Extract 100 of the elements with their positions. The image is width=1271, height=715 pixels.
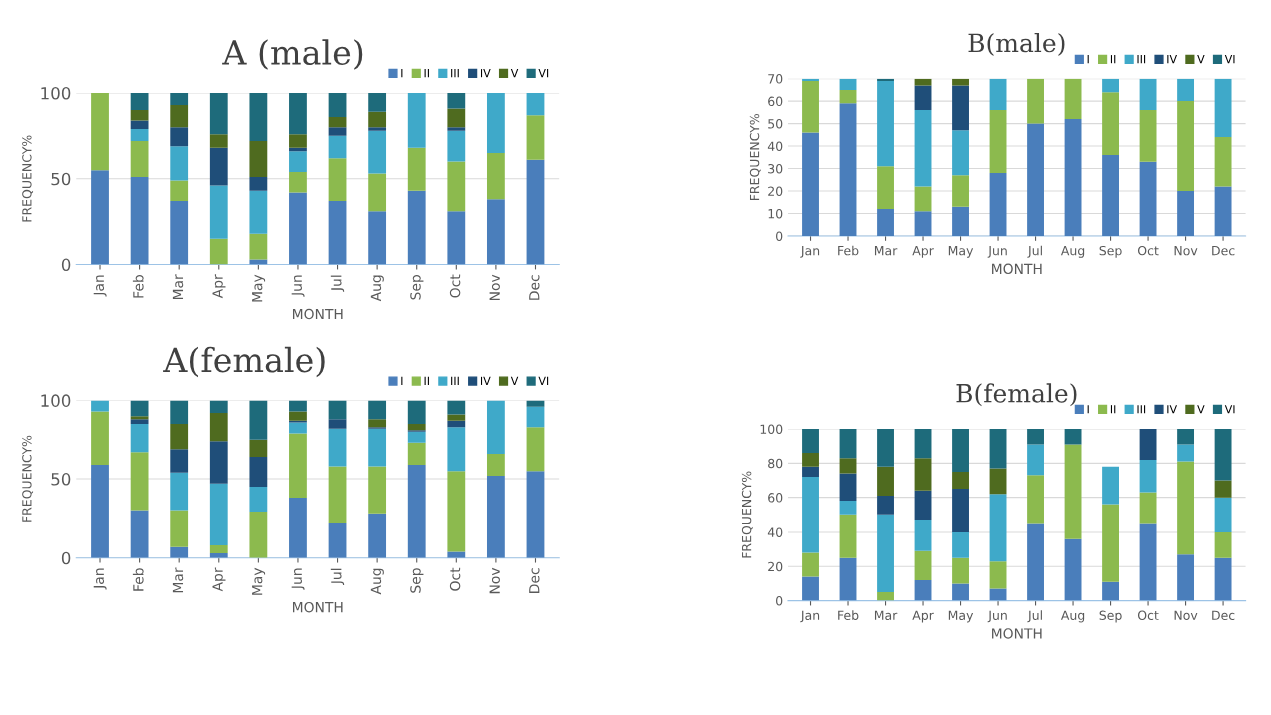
bar	[249, 457, 268, 487]
x-tick-label: Jun	[987, 246, 1007, 258]
bar	[289, 433, 307, 498]
y-tick-label: 70	[768, 74, 783, 84]
legend-label: III	[451, 376, 459, 385]
x-tick-label: Jul	[330, 275, 345, 292]
bar	[1139, 161, 1157, 236]
x-tick-label: Aug	[370, 275, 384, 302]
y-tick-label: 0	[776, 596, 783, 606]
legend-label: II	[1110, 405, 1116, 414]
x-tick-label: Sep	[410, 568, 424, 593]
bar	[209, 185, 228, 239]
bar	[877, 166, 894, 209]
bar	[407, 147, 426, 191]
bar	[914, 429, 932, 459]
bar	[447, 108, 466, 128]
bar	[447, 127, 466, 131]
bar	[130, 419, 149, 424]
bar	[1214, 497, 1232, 532]
bar	[839, 78, 857, 90]
legend-label: II	[1110, 55, 1116, 64]
bar	[802, 132, 819, 236]
bar	[447, 420, 466, 428]
bar	[1214, 429, 1232, 481]
bar	[328, 428, 347, 467]
bar	[91, 92, 109, 171]
bar	[914, 186, 932, 212]
bar	[1177, 461, 1195, 555]
bar	[526, 159, 545, 265]
x-tick-label: Feb	[132, 275, 144, 298]
bar	[877, 466, 894, 496]
x-axis-title: MONTH	[992, 263, 1042, 275]
bar	[407, 424, 426, 431]
bar	[1177, 444, 1195, 462]
legend-label: I	[1087, 405, 1089, 414]
bar	[1177, 554, 1195, 601]
bar	[407, 190, 426, 265]
bar	[249, 486, 268, 513]
x-tick-label: Apr	[912, 610, 934, 623]
bar	[289, 134, 307, 148]
bar	[1214, 78, 1232, 138]
legend-label: III	[1137, 55, 1146, 64]
bar	[989, 110, 1007, 174]
bar	[1102, 581, 1119, 601]
x-tick-label: Apr	[912, 246, 934, 258]
bar	[1027, 78, 1044, 124]
legend-label: IV	[1167, 55, 1178, 64]
bar	[447, 161, 466, 212]
x-tick-label: Dec	[1212, 246, 1235, 256]
y-axis-title: FREQUENCY%	[741, 471, 753, 558]
legend-label: III	[451, 69, 459, 78]
x-tick-label: Nov	[1174, 246, 1198, 256]
bar	[249, 259, 268, 265]
bar	[802, 466, 819, 478]
chart-title: A(female)	[163, 346, 325, 378]
bar	[802, 429, 819, 454]
bar	[1064, 429, 1082, 445]
bar	[209, 92, 228, 135]
legend-label: V	[510, 69, 519, 78]
y-tick-label: 0	[61, 551, 71, 565]
x-tick-label: Nov	[489, 567, 500, 594]
bar	[802, 576, 819, 601]
bar	[368, 111, 387, 128]
bar	[368, 466, 387, 514]
bar	[1027, 429, 1044, 445]
bar	[952, 557, 969, 584]
bar	[328, 92, 347, 117]
x-tick-label: Oct	[1137, 245, 1159, 256]
x-tick-label: Jan	[800, 246, 820, 258]
y-tick-label: 60	[768, 493, 783, 503]
x-tick-label: Mar	[172, 567, 184, 593]
y-tick-label: 30	[768, 164, 783, 174]
y-tick-label: 50	[51, 172, 71, 186]
bar	[170, 424, 189, 450]
bar	[209, 483, 228, 546]
bar	[1177, 191, 1195, 236]
bar	[170, 510, 189, 547]
bar	[209, 441, 228, 484]
x-tick-label: Jul	[1027, 610, 1042, 623]
x-tick-label: Mar	[874, 610, 898, 620]
x-tick-label: May	[252, 274, 266, 302]
bar	[952, 471, 969, 490]
bar	[328, 127, 347, 136]
bar	[914, 550, 932, 581]
bar	[839, 473, 857, 502]
y-tick-label: 10	[768, 208, 783, 219]
bar	[368, 400, 387, 420]
bar	[1064, 78, 1082, 120]
bar	[407, 464, 426, 558]
bar	[877, 514, 894, 593]
x-tick-label: May	[252, 567, 266, 595]
bar	[1214, 137, 1232, 187]
x-tick-label: Mar	[874, 246, 898, 256]
bar	[1102, 504, 1119, 582]
bar	[1177, 429, 1195, 445]
bar	[952, 206, 969, 236]
bar	[839, 501, 857, 515]
bar	[328, 116, 347, 128]
x-axis-title: MONTH	[293, 601, 343, 613]
legend-label: I	[401, 69, 403, 78]
